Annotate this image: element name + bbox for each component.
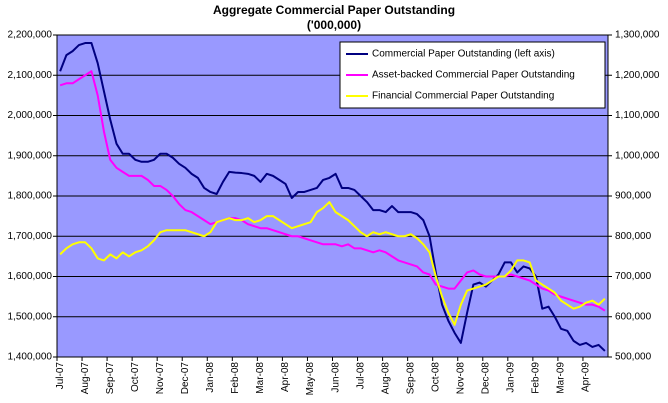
y-tick-label: 1,500,000 <box>8 311 53 322</box>
series-line <box>59 70 606 312</box>
chart-title: Aggregate Commercial Paper Outstanding <box>213 3 455 17</box>
x-tick-label: Nov-08 <box>455 362 466 395</box>
y2-tick-label: 1,100,000 <box>615 110 660 121</box>
x-tick-label: Aug-07 <box>80 362 91 395</box>
x-tick-label: Apr-08 <box>280 362 291 392</box>
y2-tick-label: 800,000 <box>615 231 652 242</box>
y-tick-label: 1,800,000 <box>8 191 53 202</box>
legend-label: Financial Commercial Paper Outstanding <box>372 91 554 102</box>
y-tick-label: 2,000,000 <box>8 110 53 121</box>
x-tick-label: Sep-08 <box>405 362 416 395</box>
y-tick-label: 2,200,000 <box>8 30 53 41</box>
legend-label: Commercial Paper Outstanding (left axis) <box>372 49 555 60</box>
y2-tick-label: 1,300,000 <box>615 30 660 41</box>
legend-label: Asset-backed Commercial Paper Outstandin… <box>372 70 575 81</box>
x-tick-label: Feb-09 <box>531 362 542 394</box>
x-tick-label: Jul-08 <box>355 362 366 390</box>
x-tick-label: May-08 <box>305 362 316 396</box>
y2-tick-label: 1,000,000 <box>615 150 660 161</box>
y2-tick-label: 500,000 <box>615 352 652 363</box>
x-tick-label: Oct-08 <box>430 362 441 392</box>
series-line <box>59 42 606 352</box>
chart-subtitle: ('000,000) <box>307 18 361 32</box>
x-tick-label: Jun-08 <box>330 362 341 393</box>
y-tick-label: 1,700,000 <box>8 231 53 242</box>
x-tick-label: Nov-07 <box>155 362 166 395</box>
y-tick-label: 1,600,000 <box>8 271 53 282</box>
x-tick-label: Jan-09 <box>506 362 517 393</box>
series-line <box>59 201 606 326</box>
x-tick-label: Mar-08 <box>255 362 266 394</box>
y-tick-label: 1,400,000 <box>8 352 53 363</box>
x-tick-label: Jan-08 <box>205 362 216 393</box>
y-tick-label: 1,900,000 <box>8 150 53 161</box>
x-tick-label: Jul-07 <box>55 362 66 390</box>
y-tick-label: 2,100,000 <box>8 70 53 81</box>
x-tick-label: Feb-08 <box>230 362 241 394</box>
y2-tick-label: 900,000 <box>615 191 652 202</box>
y2-tick-label: 700,000 <box>615 271 652 282</box>
x-tick-label: Dec-08 <box>481 362 492 395</box>
x-tick-label: Dec-07 <box>180 362 191 395</box>
legend-box <box>339 41 606 109</box>
x-tick-label: Apr-09 <box>581 362 592 392</box>
x-tick-label: Oct-07 <box>130 362 141 392</box>
x-tick-label: Aug-08 <box>380 362 391 395</box>
x-tick-label: Sep-07 <box>105 362 116 395</box>
y2-tick-label: 600,000 <box>615 311 652 322</box>
y2-tick-label: 1,200,000 <box>615 70 660 81</box>
x-tick-label: Mar-09 <box>556 362 567 394</box>
